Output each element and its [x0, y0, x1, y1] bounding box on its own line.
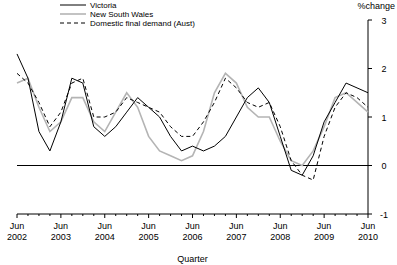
x-tick-label-part: Jun — [317, 221, 332, 231]
x-tick — [247, 214, 248, 216]
x-tick — [258, 214, 259, 216]
x-tick — [115, 214, 116, 216]
legend-label: Victoria — [90, 1, 117, 10]
x-tick — [60, 214, 61, 218]
x-tick-label-part: Jun — [141, 221, 156, 231]
legend-label: New South Wales — [90, 10, 153, 19]
plot-lines — [17, 54, 368, 180]
y-tick — [368, 20, 372, 21]
y-tick-label: 3 — [381, 16, 386, 26]
x-tick-label-part: Jun — [273, 221, 288, 231]
x-tick-label-part: 2004 — [95, 232, 115, 242]
x-tick — [192, 214, 193, 218]
x-tick-label-part: 2010 — [358, 232, 378, 242]
x-tick — [291, 214, 292, 216]
x-tick — [302, 214, 303, 216]
x-tick-label-part: 2005 — [139, 232, 159, 242]
x-tick — [38, 214, 39, 216]
x-tick-label: Jun2008 — [270, 221, 290, 242]
x-tick-label: Jun2010 — [358, 221, 378, 242]
x-tick — [93, 214, 94, 216]
x-tick-label-part: Jun — [361, 221, 376, 231]
x-tick-label-part: Jun — [97, 221, 112, 231]
x-tick — [346, 214, 347, 216]
chart: -10123%changeJun2002Jun2003Jun2004Jun200… — [0, 0, 397, 265]
x-tick-label-part: 2006 — [182, 232, 202, 242]
x-tick — [137, 214, 138, 216]
x-tick — [170, 214, 171, 216]
x-tick-label: Jun2009 — [314, 221, 334, 242]
series-line — [17, 73, 368, 180]
x-tick — [159, 214, 160, 216]
x-tick-label-part: 2009 — [314, 232, 334, 242]
x-tick — [82, 214, 83, 216]
y-tick-label: 1 — [381, 113, 386, 123]
x-tick-label-part: Jun — [10, 221, 25, 231]
x-tick — [357, 214, 358, 216]
x-tick-label-part: Jun — [54, 221, 69, 231]
x-tick — [17, 214, 18, 218]
y-tick — [368, 165, 372, 166]
x-tick — [214, 214, 215, 216]
x-tick-label: Jun2005 — [139, 221, 159, 242]
x-tick-label-part: 2007 — [226, 232, 246, 242]
y-tick — [368, 68, 372, 69]
x-tick-label: Jun2002 — [7, 221, 27, 242]
y-tick-label: -1 — [380, 210, 388, 220]
y-tick-label: 0 — [381, 161, 386, 171]
x-tick-label-part: 2008 — [270, 232, 290, 242]
x-tick — [324, 214, 325, 218]
x-tick — [104, 214, 105, 218]
x-tick — [335, 214, 336, 216]
x-tick-label: Jun2004 — [95, 221, 115, 242]
x-tick — [148, 214, 149, 218]
x-tick — [49, 214, 50, 216]
legend-swatch — [60, 13, 86, 15]
y-tick-label: 2 — [381, 64, 386, 74]
x-axis-label: Quarter — [177, 254, 208, 264]
x-tick — [71, 214, 72, 216]
x-tick — [181, 214, 182, 216]
x-tick — [27, 214, 28, 216]
x-tick — [203, 214, 204, 216]
x-tick-label-part: 2003 — [51, 232, 71, 242]
x-tick-label: Jun2006 — [182, 221, 202, 242]
y-tick — [368, 214, 372, 215]
x-tick-label: Jun2003 — [51, 221, 71, 242]
legend-swatch — [60, 5, 86, 6]
series-line — [17, 54, 368, 175]
x-tick — [236, 214, 237, 218]
x-tick-label-part: Jun — [185, 221, 200, 231]
x-tick — [313, 214, 314, 216]
x-tick — [280, 214, 281, 218]
x-tick — [368, 214, 369, 218]
x-tick — [225, 214, 226, 216]
y-axis-label: %change — [357, 1, 395, 11]
legend-swatch — [60, 23, 86, 24]
x-tick-label-part: 2002 — [7, 232, 27, 242]
x-tick — [269, 214, 270, 216]
x-tick — [126, 214, 127, 216]
legend-label: Domestic final demand (Aust) — [90, 19, 195, 28]
y-tick — [368, 117, 372, 118]
legend: VictoriaNew South WalesDomestic final de… — [60, 1, 195, 28]
x-tick-label: Jun2007 — [226, 221, 246, 242]
x-tick-label-part: Jun — [229, 221, 244, 231]
zero-line — [17, 165, 368, 166]
